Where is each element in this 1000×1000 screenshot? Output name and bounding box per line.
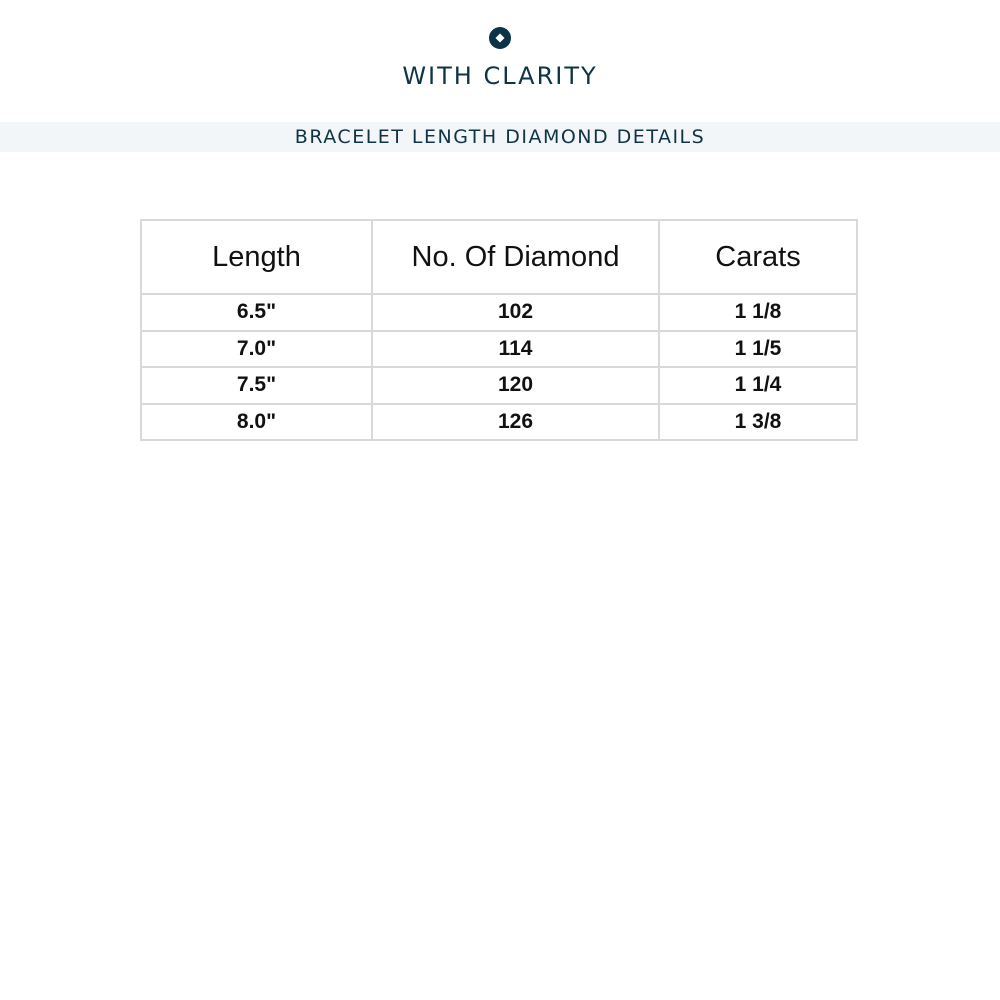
cell-diamond-count: 102 xyxy=(371,293,660,332)
cell-diamond-count: 126 xyxy=(371,402,660,441)
cell-diamond-count: 120 xyxy=(371,366,660,405)
table-header-row: Length No. Of Diamond Carats xyxy=(140,219,858,295)
brand-name: WITH CLARITY xyxy=(402,62,598,90)
cell-length: 8.0" xyxy=(140,402,373,441)
table-row: 7.0" 114 1 1/5 xyxy=(140,329,858,368)
section-title: BRACELET LENGTH DIAMOND DETAILS xyxy=(294,126,706,148)
header-length: Length xyxy=(140,219,373,295)
bracelet-details-table: Length No. Of Diamond Carats 6.5" 102 1 … xyxy=(140,219,858,441)
brand-logo-icon xyxy=(489,27,511,49)
cell-length: 7.5" xyxy=(140,366,373,405)
cell-carats: 1 1/8 xyxy=(658,293,858,332)
header-carats: Carats xyxy=(658,219,858,295)
cell-carats: 1 3/8 xyxy=(658,402,858,441)
cell-diamond-count: 114 xyxy=(371,329,660,368)
cell-length: 6.5" xyxy=(140,293,373,332)
section-banner: BRACELET LENGTH DIAMOND DETAILS xyxy=(0,122,1000,152)
table-row: 7.5" 120 1 1/4 xyxy=(140,366,858,405)
table-row: 6.5" 102 1 1/8 xyxy=(140,293,858,332)
table-row: 8.0" 126 1 3/8 xyxy=(140,402,858,441)
cell-length: 7.0" xyxy=(140,329,373,368)
header-diamond-count: No. Of Diamond xyxy=(371,219,660,295)
cell-carats: 1 1/4 xyxy=(658,366,858,405)
cell-carats: 1 1/5 xyxy=(658,329,858,368)
